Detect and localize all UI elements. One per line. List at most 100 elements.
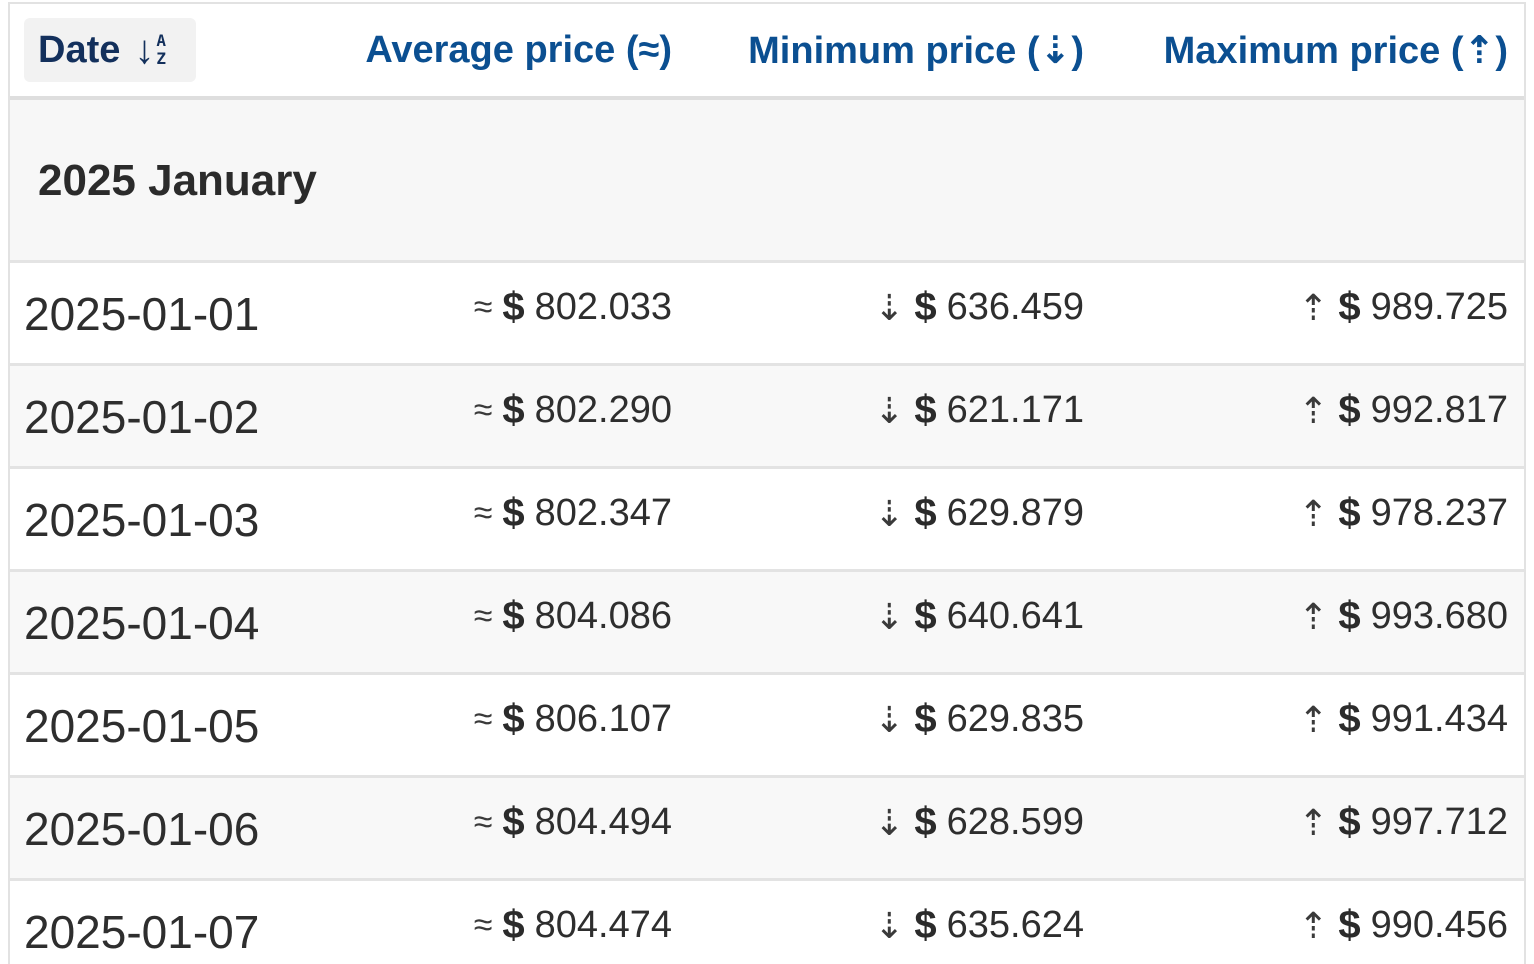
- currency-symbol: $: [502, 594, 525, 638]
- maximum-price-value: 992.817: [1370, 389, 1508, 431]
- average-price-value: 804.474: [534, 904, 672, 946]
- date-cell: 2025-01-01: [24, 287, 259, 341]
- date-cell: 2025-01-05: [24, 699, 259, 753]
- sort-letter-a: A: [156, 31, 167, 50]
- maximum-price-cell: ⇡ $989.725: [1298, 285, 1508, 330]
- currency-symbol: $: [1338, 388, 1361, 432]
- arrow-down-icon: ⇣: [874, 492, 905, 534]
- date-value: 2025-01-02: [24, 391, 260, 443]
- arrow-up-icon: ⇡: [1298, 389, 1329, 431]
- sort-az-letters: A Z: [156, 32, 166, 68]
- minimum-price-column-header[interactable]: Minimum price (⇣): [748, 29, 1084, 72]
- currency-symbol: $: [1338, 491, 1361, 535]
- maximum-price-column-header[interactable]: Maximum price (⇡): [1163, 29, 1508, 72]
- date-value: 2025-01-03: [24, 494, 260, 546]
- maximum-price-cell: ⇡ $993.680: [1298, 594, 1508, 639]
- minimum-price-cell: ⇣ $621.171: [874, 388, 1084, 433]
- minimum-price-value: 629.835: [946, 698, 1084, 740]
- average-price-cell: ≈ $802.290: [474, 388, 672, 433]
- date-value: 2025-01-06: [24, 803, 260, 855]
- average-price-column-header[interactable]: Average price (≈): [365, 28, 672, 71]
- date-value: 2025-01-04: [24, 597, 260, 649]
- currency-symbol: $: [914, 491, 937, 535]
- currency-symbol: $: [914, 594, 937, 638]
- average-price-cell: ≈ $802.033: [474, 285, 672, 330]
- date-column-header[interactable]: Date ↓ A Z: [24, 18, 196, 82]
- approx-icon: ≈: [473, 391, 493, 429]
- approx-icon: ≈: [473, 494, 493, 532]
- maximum-price-value: 997.712: [1370, 801, 1508, 843]
- month-group-row: 2025 January: [10, 100, 1524, 263]
- maximum-price-cell: ⇡ $991.434: [1298, 697, 1508, 742]
- currency-symbol: $: [914, 388, 937, 432]
- minimum-price-cell: ⇣ $629.835: [874, 697, 1084, 742]
- currency-symbol: $: [914, 903, 937, 947]
- sort-letter-z: Z: [156, 49, 167, 68]
- minimum-price-value: 636.459: [946, 286, 1084, 328]
- currency-symbol: $: [1338, 800, 1361, 844]
- date-cell: 2025-01-02: [24, 390, 259, 444]
- currency-symbol: $: [914, 800, 937, 844]
- date-value: 2025-01-01: [24, 288, 260, 340]
- arrow-down-icon: ⇣: [874, 801, 905, 843]
- arrow-down-icon: ⇣: [874, 595, 905, 637]
- arrow-up-icon: ⇡: [1298, 492, 1329, 534]
- maximum-price-value: 993.680: [1370, 595, 1508, 637]
- currency-symbol: $: [502, 800, 525, 844]
- average-price-value: 802.347: [534, 492, 672, 534]
- minimum-price-value: 629.879: [946, 492, 1084, 534]
- minimum-price-value: 640.641: [946, 595, 1084, 637]
- currency-symbol: $: [502, 285, 525, 329]
- sort-az-icon[interactable]: ↓ A Z: [134, 28, 166, 72]
- minimum-price-cell: ⇣ $629.879: [874, 491, 1084, 536]
- average-price-cell: ≈ $804.474: [474, 903, 672, 948]
- currency-symbol: $: [502, 697, 525, 741]
- average-price-cell: ≈ $804.086: [474, 594, 672, 639]
- approx-icon: ≈: [473, 700, 493, 738]
- maximum-price-cell: ⇡ $978.237: [1298, 491, 1508, 536]
- date-header-label: Date: [38, 28, 121, 71]
- arrow-down-icon: ⇣: [874, 286, 905, 328]
- table-row: 2025-01-03 ≈ $802.347 ⇣ $629.879 ⇡ $978.237: [10, 469, 1524, 572]
- maximum-price-value: 978.237: [1370, 492, 1508, 534]
- average-price-cell: ≈ $804.494: [474, 800, 672, 845]
- table-body: 2025-01-01 ≈ $802.033 ⇣ $636.459 ⇡ $989.725 202…: [10, 263, 1524, 964]
- approx-icon: ≈: [473, 906, 493, 944]
- currency-symbol: $: [1338, 903, 1361, 947]
- maximum-price-cell: ⇡ $992.817: [1298, 388, 1508, 433]
- maximum-price-value: 990.456: [1370, 904, 1508, 946]
- currency-symbol: $: [502, 491, 525, 535]
- arrow-down-icon: ⇣: [874, 389, 905, 431]
- average-price-value: 804.494: [534, 801, 672, 843]
- table-row: 2025-01-06 ≈ $804.494 ⇣ $628.599 ⇡ $997.712: [10, 778, 1524, 881]
- arrow-up-icon: ⇡: [1298, 801, 1329, 843]
- arrow-up-icon: ⇡: [1298, 595, 1329, 637]
- minimum-price-value: 621.171: [946, 389, 1084, 431]
- arrow-up-icon: ⇡: [1298, 904, 1329, 946]
- maximum-price-cell: ⇡ $990.456: [1298, 903, 1508, 948]
- table-row: 2025-01-04 ≈ $804.086 ⇣ $640.641 ⇡ $993.680: [10, 572, 1524, 675]
- maximum-price-cell: ⇡ $997.712: [1298, 800, 1508, 845]
- arrow-down-icon: ⇣: [874, 698, 905, 740]
- average-price-value: 806.107: [534, 698, 672, 740]
- currency-symbol: $: [914, 697, 937, 741]
- arrow-up-icon: ⇡: [1298, 286, 1329, 328]
- date-cell: 2025-01-07: [24, 905, 259, 959]
- approx-icon: ≈: [473, 803, 493, 841]
- currency-symbol: $: [914, 285, 937, 329]
- approx-icon: ≈: [473, 597, 493, 635]
- average-price-value: 802.033: [534, 286, 672, 328]
- table-row: 2025-01-07 ≈ $804.474 ⇣ $635.624 ⇡ $990.456: [10, 881, 1524, 964]
- price-table: Date ↓ A Z Average price (≈) Minimum pri…: [8, 2, 1526, 964]
- minimum-price-cell: ⇣ $635.624: [874, 903, 1084, 948]
- maximum-price-value: 989.725: [1370, 286, 1508, 328]
- minimum-price-cell: ⇣ $640.641: [874, 594, 1084, 639]
- currency-symbol: $: [1338, 594, 1361, 638]
- average-price-cell: ≈ $806.107: [474, 697, 672, 742]
- table-row: 2025-01-05 ≈ $806.107 ⇣ $629.835 ⇡ $991.434: [10, 675, 1524, 778]
- average-price-value: 804.086: [534, 595, 672, 637]
- sort-arrow-icon: ↓: [134, 28, 155, 72]
- minimum-price-value: 635.624: [946, 904, 1084, 946]
- table-row: 2025-01-02 ≈ $802.290 ⇣ $621.171 ⇡ $992.817: [10, 366, 1524, 469]
- arrow-down-icon: ⇣: [874, 904, 905, 946]
